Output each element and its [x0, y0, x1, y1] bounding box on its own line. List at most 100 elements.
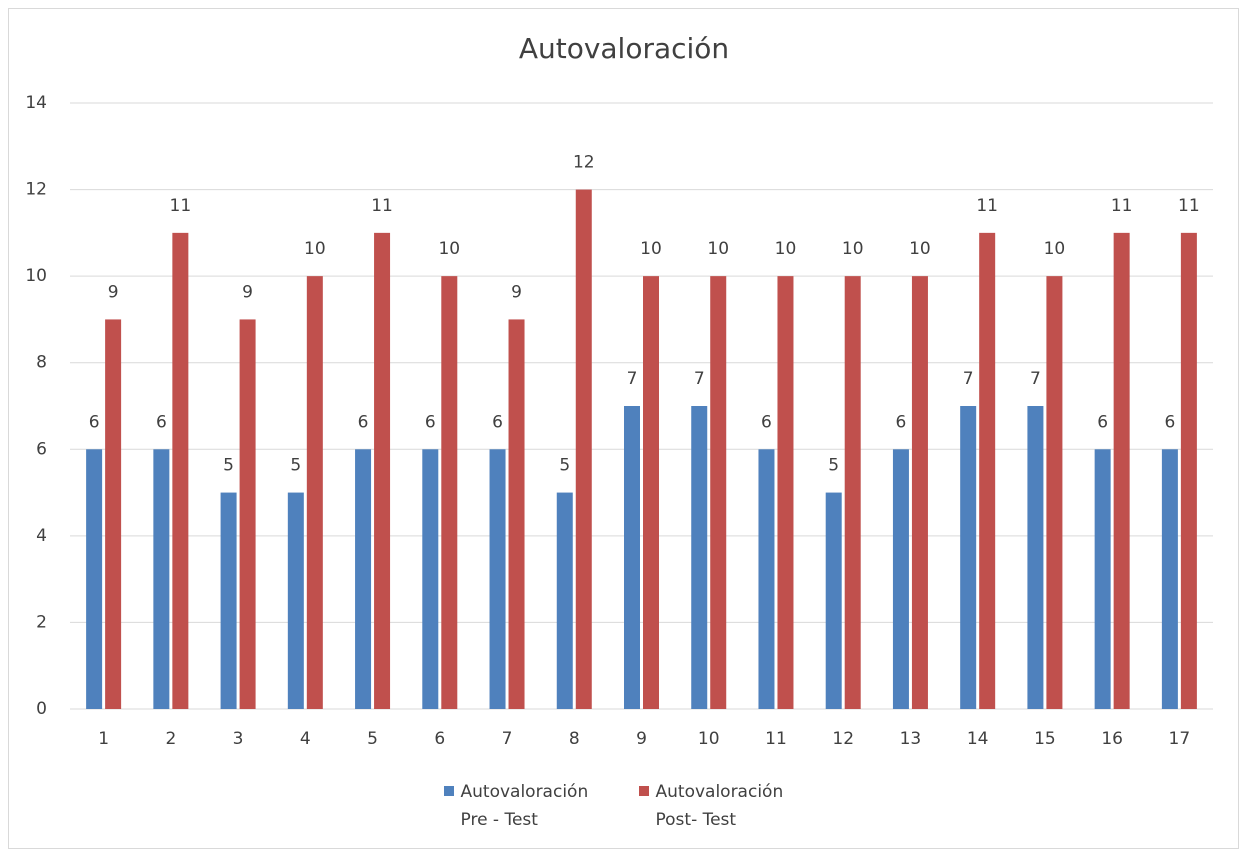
legend-label: Autovaloración Post- Test	[655, 782, 784, 830]
bar	[153, 449, 170, 709]
legend-item: Autovaloración Pre - Test	[443, 778, 609, 834]
bar	[105, 319, 122, 709]
bar	[643, 276, 659, 709]
data-label: 5	[223, 456, 234, 476]
chart-title: Autovaloración	[519, 32, 729, 65]
bar	[758, 449, 775, 709]
x-tick-label: 7	[502, 729, 513, 749]
data-label: 11	[170, 196, 192, 216]
data-label: 5	[559, 456, 570, 476]
x-tick-label: 10	[698, 729, 720, 749]
data-label: 9	[242, 282, 253, 302]
x-tick-label: 2	[165, 729, 176, 749]
data-label: 9	[108, 282, 119, 302]
y-tick-label: 10	[25, 266, 47, 286]
x-tick-label: 3	[233, 729, 244, 749]
data-label: 7	[627, 369, 638, 389]
data-label: 6	[1164, 412, 1175, 432]
bar	[306, 276, 323, 709]
data-label: 6	[156, 412, 167, 432]
data-label: 6	[1097, 412, 1108, 432]
y-tick-label: 8	[36, 353, 47, 373]
bar	[374, 232, 391, 709]
bar	[960, 406, 977, 709]
bar	[691, 406, 708, 709]
y-tick-label: 0	[36, 699, 47, 719]
legend-swatch	[443, 786, 454, 796]
bar	[777, 276, 794, 709]
bar	[508, 319, 525, 709]
bar	[220, 492, 237, 709]
bar	[1113, 232, 1130, 709]
data-label: 10	[1044, 239, 1066, 259]
x-tick-label: 11	[765, 729, 787, 749]
bar	[489, 449, 506, 709]
y-tick-label: 4	[36, 526, 47, 546]
data-label: 7	[963, 369, 974, 389]
legend-swatch	[638, 786, 649, 796]
data-label: 9	[511, 282, 522, 302]
y-tick-label: 12	[25, 180, 47, 200]
bar	[556, 492, 573, 709]
data-label: 6	[89, 412, 100, 432]
data-label: 10	[640, 239, 662, 259]
bar	[172, 232, 189, 709]
data-label: 11	[976, 196, 998, 216]
data-label: 5	[828, 456, 839, 476]
x-tick-label: 1	[98, 729, 109, 749]
data-label: 7	[1030, 369, 1041, 389]
data-label: 6	[492, 412, 503, 432]
bar	[911, 276, 928, 709]
data-label: 6	[358, 412, 369, 432]
x-tick-label: 17	[1169, 729, 1191, 749]
legend-item: Autovaloración Post- Test	[638, 778, 804, 834]
bar	[1046, 276, 1063, 709]
bar	[1180, 232, 1197, 709]
data-label: 10	[842, 239, 864, 259]
x-tick-label: 8	[569, 729, 580, 749]
bar	[86, 449, 103, 709]
y-tick-label: 6	[36, 439, 47, 459]
x-tick-label: 12	[832, 729, 854, 749]
data-label: 12	[573, 153, 595, 173]
bar	[892, 449, 909, 709]
legend-label: Autovaloración Pre - Test	[460, 782, 589, 830]
bar	[710, 276, 727, 709]
x-tick-label: 16	[1101, 729, 1123, 749]
x-tick-label: 14	[967, 729, 989, 749]
x-tick-label: 6	[434, 729, 445, 749]
y-tick-label: 14	[25, 93, 47, 113]
bar	[239, 319, 256, 709]
data-label: 5	[290, 456, 301, 476]
bar	[1161, 449, 1178, 709]
x-tick-label: 9	[636, 729, 647, 749]
data-label: 7	[694, 369, 705, 389]
bar	[1027, 406, 1044, 709]
legend: Autovaloración Pre - Test Autovaloración …	[0, 778, 1247, 834]
data-label: 6	[896, 412, 907, 432]
data-label: 10	[438, 239, 460, 259]
data-label: 11	[371, 196, 393, 216]
bar	[844, 276, 861, 709]
bar	[575, 189, 592, 710]
x-tick-label: 13	[900, 729, 922, 749]
y-tick-label: 2	[36, 612, 47, 632]
x-tick-label: 15	[1034, 729, 1056, 749]
x-tick-label: 4	[300, 729, 311, 749]
bar	[979, 232, 996, 709]
bar	[825, 492, 842, 709]
bar	[422, 449, 439, 709]
data-label: 6	[425, 412, 436, 432]
bar	[287, 492, 304, 709]
data-label: 10	[304, 239, 326, 259]
x-tick-label: 5	[367, 729, 378, 749]
data-label: 10	[909, 239, 931, 259]
data-label: 6	[761, 412, 772, 432]
data-label: 10	[775, 239, 797, 259]
data-label: 11	[1111, 196, 1133, 216]
bar	[441, 276, 458, 709]
data-label: 10	[707, 239, 729, 259]
bar	[1094, 449, 1111, 709]
